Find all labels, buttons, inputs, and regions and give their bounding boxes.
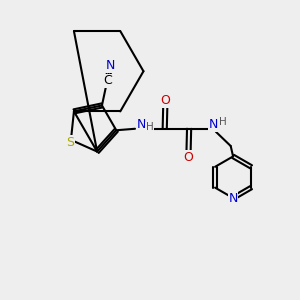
- Text: N: N: [228, 191, 238, 205]
- Text: N: N: [209, 118, 218, 131]
- Text: N: N: [106, 59, 115, 72]
- Text: O: O: [184, 151, 194, 164]
- Text: H: H: [218, 117, 226, 127]
- Text: H: H: [146, 122, 154, 132]
- Text: O: O: [160, 94, 170, 107]
- Text: S: S: [66, 136, 74, 149]
- Text: C: C: [103, 74, 112, 87]
- Text: N: N: [137, 118, 146, 131]
